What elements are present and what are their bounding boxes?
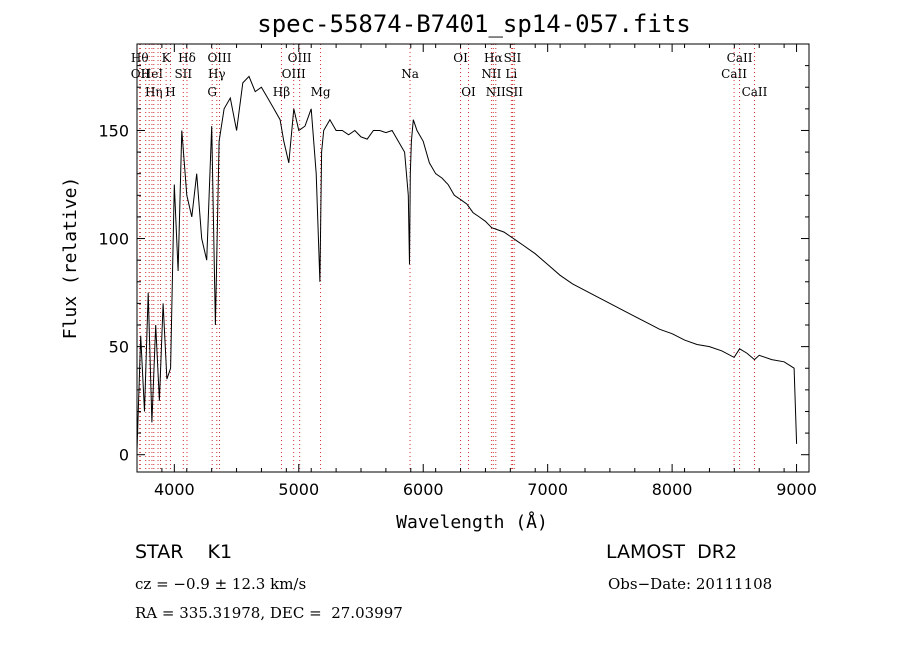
line-label-25: Li <box>505 67 517 81</box>
line-label-22: NII <box>481 67 501 81</box>
chart-title: spec-55874-B7401_sp14-057.fits <box>257 10 690 38</box>
object-class: STAR K1 <box>135 541 233 563</box>
line-label-15: Hβ <box>273 85 290 99</box>
spectrum-chart: spec-55874-B7401_sp14-057.fits Flux (rel… <box>60 10 817 533</box>
redshift-text: cz = −0.9 ± 12.3 km/s <box>135 575 307 593</box>
line-label-23: Hα <box>484 51 503 65</box>
x-tick-label-8000: 8000 <box>652 480 693 499</box>
line-label-4: HeI <box>141 67 164 81</box>
line-label-1: OII <box>131 67 151 81</box>
x-tick-label-5000: 5000 <box>278 480 319 499</box>
x-tick-label-9000: 9000 <box>776 480 817 499</box>
line-label-16: OIII <box>282 67 306 81</box>
line-label-14: OIII <box>207 51 231 65</box>
line-label-19: Na <box>401 67 419 81</box>
obs-date: Obs−Date: 20111108 <box>608 575 773 593</box>
line-label-30: CaII <box>742 85 768 99</box>
x-tick-label-7000: 7000 <box>527 480 568 499</box>
survey-name: LAMOST DR2 <box>606 541 738 563</box>
line-label-27: SII <box>505 85 523 99</box>
y-tick-label-150: 150 <box>98 121 129 140</box>
line-label-12: G <box>207 85 217 99</box>
line-label-13: Hγ <box>208 67 226 81</box>
x-tick-label-4000: 4000 <box>154 480 195 499</box>
line-label-29: CaII <box>727 51 753 65</box>
line-label-24: NII <box>486 85 506 99</box>
line-label-8: K <box>162 51 172 65</box>
plot-axes: 4000 5000 6000 7000 8000 9000 0 50 100 150 <box>98 43 817 499</box>
line-label-20: OI <box>453 51 468 65</box>
line-label-5: Hη <box>145 85 163 99</box>
y-axis-label: Flux (relative) <box>60 177 81 340</box>
y-tick-label-0: 0 <box>119 446 129 465</box>
y-tick-label-100: 100 <box>98 230 129 249</box>
spectrum-line <box>136 75 798 451</box>
x-axis-label: Wavelength (Å) <box>396 511 548 533</box>
line-label-26: SII <box>504 51 522 65</box>
line-label-18: Mg <box>311 85 331 99</box>
y-tick-label-50: 50 <box>109 338 129 357</box>
line-label-0: Hθ <box>131 51 149 65</box>
coordinates: RA = 335.31978, DEC = 27.03997 <box>135 604 403 622</box>
line-label-28: CaII <box>721 67 747 81</box>
line-label-9: H <box>165 85 175 99</box>
line-label-11: Hδ <box>178 51 196 65</box>
x-tick-label-6000: 6000 <box>403 480 444 499</box>
line-label-21: OI <box>461 85 476 99</box>
line-label-10: SII <box>174 67 192 81</box>
plot-frame <box>136 43 810 473</box>
line-label-17: OIII <box>288 51 312 65</box>
